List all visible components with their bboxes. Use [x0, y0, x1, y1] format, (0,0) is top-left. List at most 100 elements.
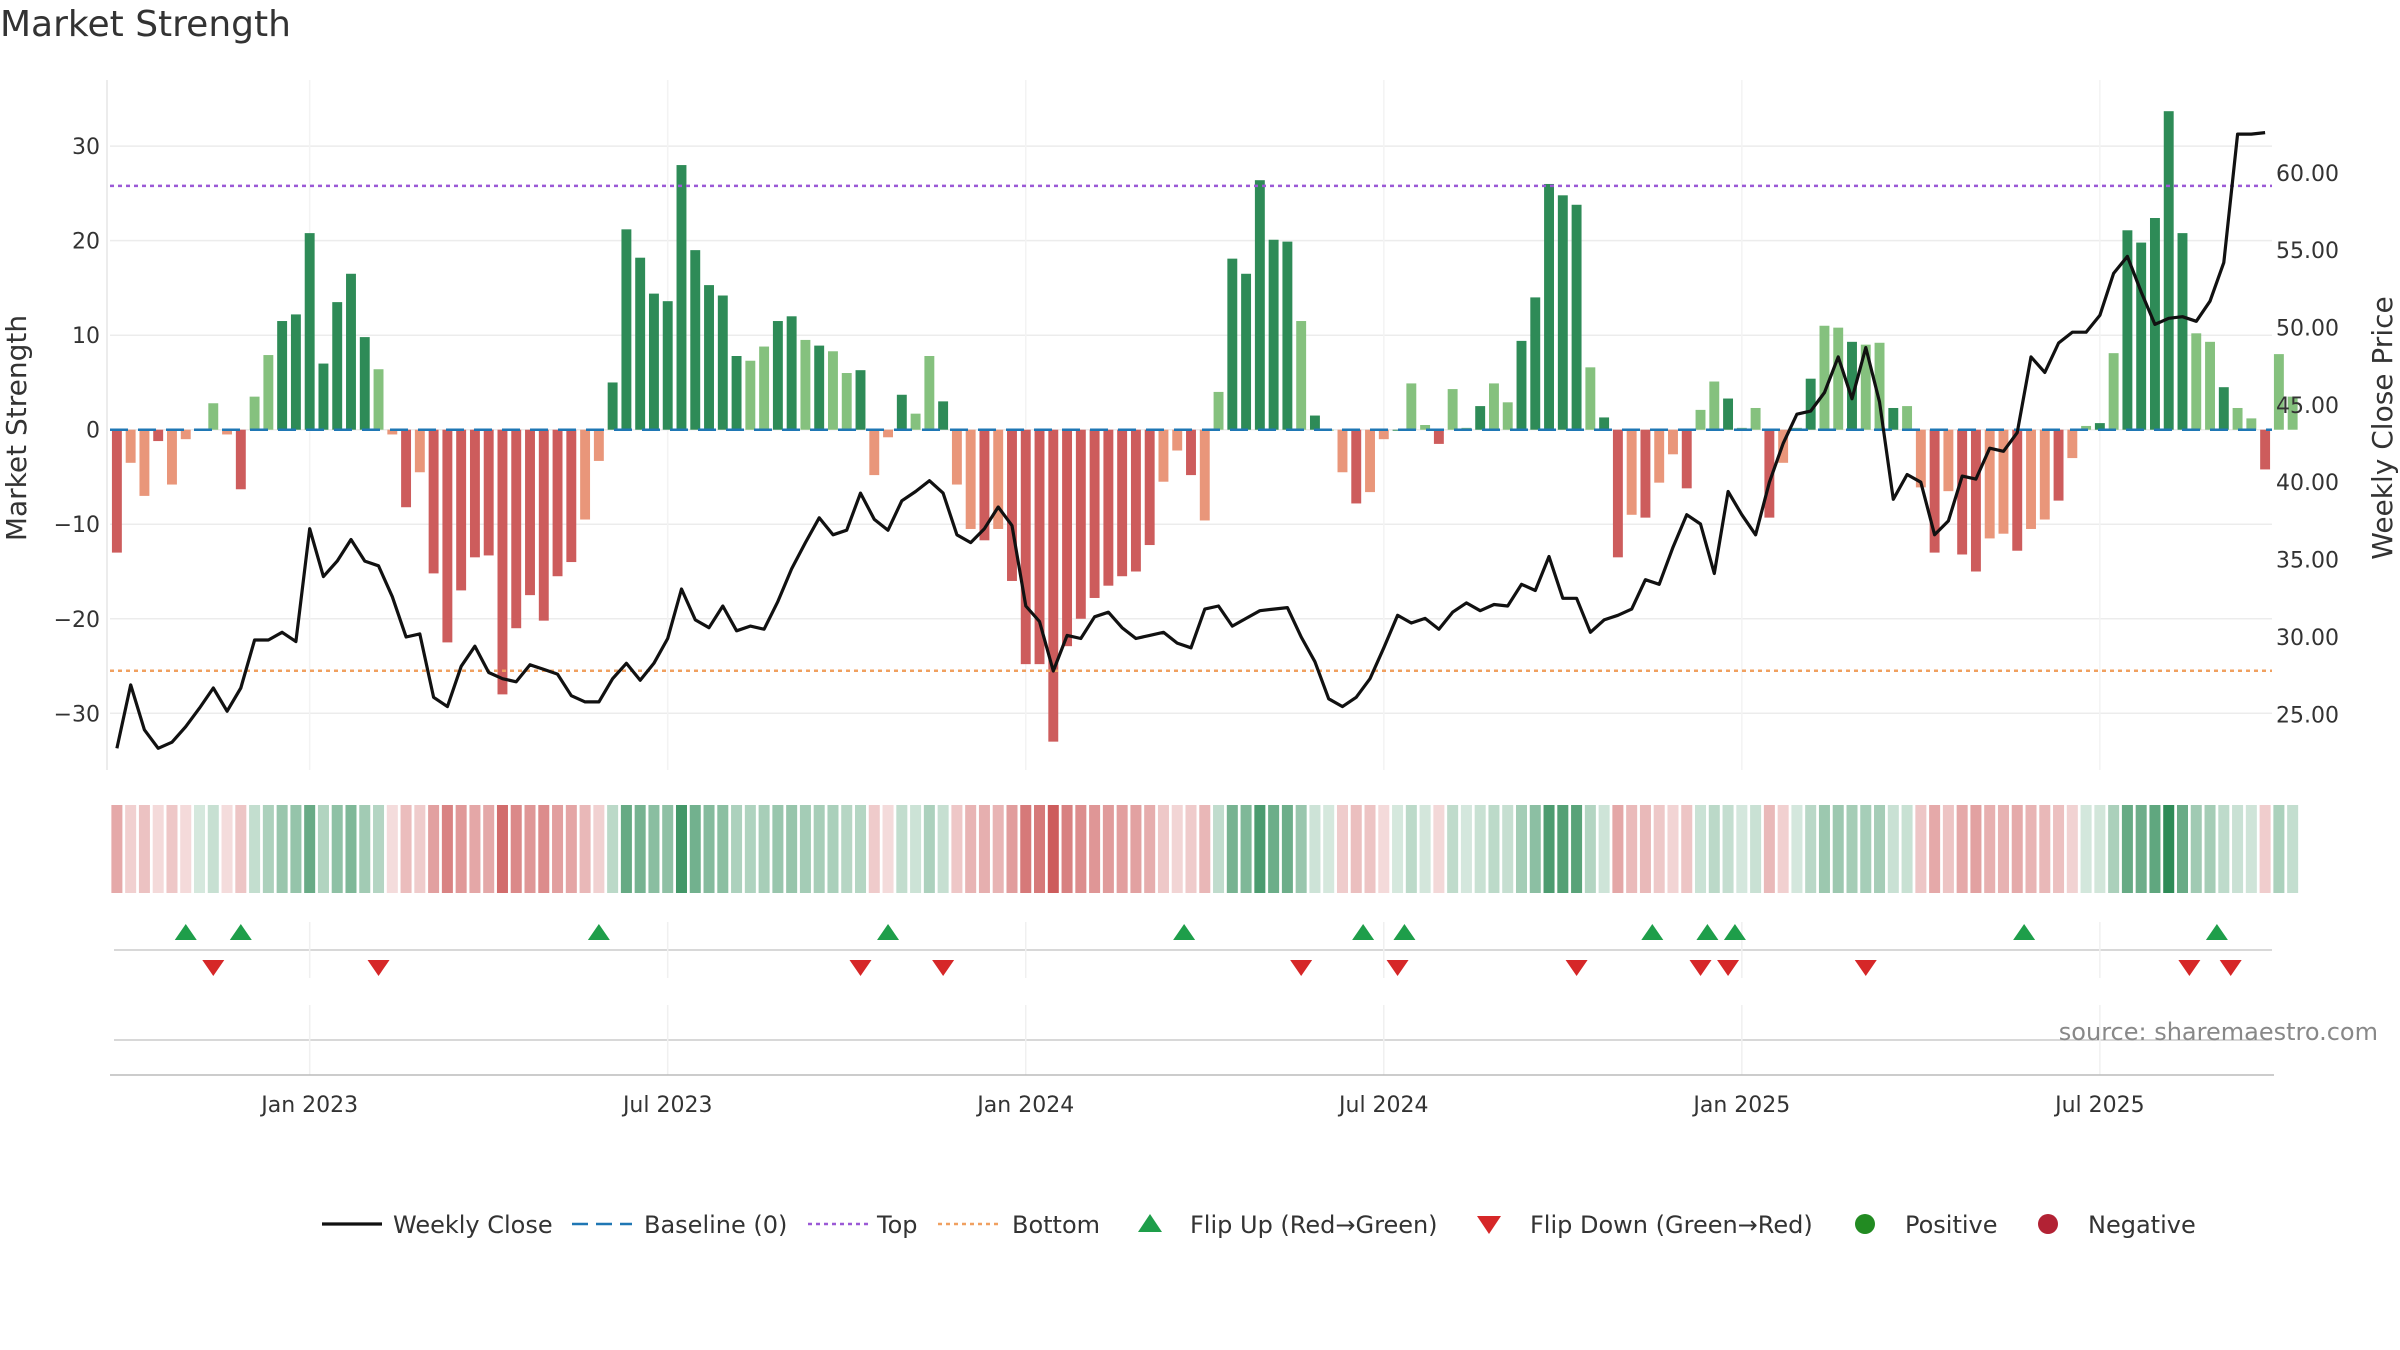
heat-cell [1102, 805, 1114, 893]
heat-cell [331, 805, 343, 893]
heat-cell [1736, 805, 1748, 893]
strength-bars [111, 111, 2298, 742]
strength-bar [1915, 429, 1926, 488]
heat-cell [2108, 805, 2120, 893]
strength-bar [277, 321, 288, 430]
flip-down-marker [2219, 960, 2242, 976]
heat-cell [992, 805, 1004, 893]
heat-cell [1392, 805, 1404, 893]
heat-cell [1061, 805, 1073, 893]
strength-bar [1392, 429, 1403, 431]
legend-label: Flip Up (Red→Green) [1190, 1211, 1438, 1239]
heat-cell [1598, 805, 1610, 893]
heat-cell [1213, 805, 1225, 893]
heat-cell [400, 805, 412, 893]
strength-bar [167, 429, 177, 485]
strength-bar [883, 429, 894, 438]
flip-up-marker [587, 924, 610, 940]
strength-bar [717, 295, 728, 430]
heat-cell [510, 805, 522, 893]
heat-cell [978, 805, 990, 893]
heat-cell [2053, 805, 2065, 893]
heat-cell [1832, 805, 1844, 893]
strength-bar [125, 429, 136, 463]
heat-cell [262, 805, 274, 893]
heat-cell [2163, 805, 2175, 893]
strength-bar [139, 429, 150, 496]
strength-bar [2108, 353, 2119, 430]
strength-bar [1612, 429, 1623, 558]
strength-bar [993, 429, 1004, 529]
heat-cell [1653, 805, 1665, 893]
strength-bar [2218, 387, 2229, 430]
heat-cell [2080, 805, 2092, 893]
heat-cell [1116, 805, 1128, 893]
strength-bar [111, 429, 122, 553]
flip-up-marker [1352, 924, 1375, 940]
heat-cell [1860, 805, 1872, 893]
heat-cell [359, 805, 371, 893]
left-tick-label: 10 [72, 324, 100, 349]
left-tick-label: 0 [86, 419, 100, 444]
heat-cell [441, 805, 453, 893]
heat-cell [1612, 805, 1624, 893]
strength-bar [676, 165, 687, 430]
strength-bar [1337, 429, 1348, 473]
heat-cell [1130, 805, 1142, 893]
heat-cell [1336, 805, 1348, 893]
right-tick-label: 35.00 [2276, 549, 2339, 574]
heat-cell [2149, 805, 2161, 893]
flip-up-marker [174, 924, 197, 940]
heat-cell [565, 805, 577, 893]
heat-cell [1157, 805, 1169, 893]
left-tick-label: −30 [54, 702, 100, 727]
heat-cell [1887, 805, 1899, 893]
right-tick-label: 50.00 [2276, 317, 2339, 342]
strength-bar [1750, 407, 1761, 430]
flip-signal-panel [114, 922, 2272, 978]
legend-label: Baseline (0) [644, 1211, 787, 1239]
strength-bar [2081, 425, 2092, 430]
heat-cell [937, 805, 949, 893]
strength-bar [910, 413, 921, 430]
chart-title: Market Strength [0, 4, 291, 45]
strength-bar [1998, 429, 2009, 534]
strength-bar [1020, 429, 1031, 665]
strength-bar [786, 316, 797, 430]
strength-bar [2067, 429, 2078, 459]
strength-bar [1365, 429, 1375, 493]
heat-cell [455, 805, 467, 893]
heat-cell [648, 805, 660, 893]
heat-cell [2011, 805, 2023, 893]
heat-cell [923, 805, 935, 893]
axes: 30 20 10 0 −10 −20 −30 60.00 55.00 50.00 45.00 40.0… [0, 135, 2399, 1118]
heat-cell [1997, 805, 2009, 893]
strength-bar [1709, 381, 1720, 430]
strength-bar [1943, 429, 1954, 492]
flip-down-marker [1565, 960, 1588, 976]
strength-bar [1227, 258, 1238, 430]
heat-cell [786, 805, 798, 893]
heat-cell [249, 805, 261, 893]
heat-cell [1915, 805, 1927, 893]
heat-cell [896, 805, 908, 893]
heat-cell [1846, 805, 1858, 893]
strength-bar [1571, 204, 1582, 430]
strength-bar [731, 356, 742, 430]
heat-cell [1350, 805, 1362, 893]
strength-bar [1048, 429, 1059, 742]
strength-bar [924, 356, 935, 430]
heat-cell [1254, 805, 1266, 893]
strength-bar [1130, 429, 1141, 572]
heat-cell [304, 805, 316, 893]
heat-cell [276, 805, 288, 893]
strength-bar [896, 394, 907, 430]
heat-cell [1419, 805, 1431, 893]
legend-swatch [2038, 1214, 2058, 1234]
heat-cell [428, 805, 440, 893]
heat-cell [1323, 805, 1335, 893]
strength-bar [1599, 417, 1610, 430]
heat-cell [538, 805, 550, 893]
heat-cell [675, 805, 687, 893]
strength-bar [2026, 429, 2036, 529]
